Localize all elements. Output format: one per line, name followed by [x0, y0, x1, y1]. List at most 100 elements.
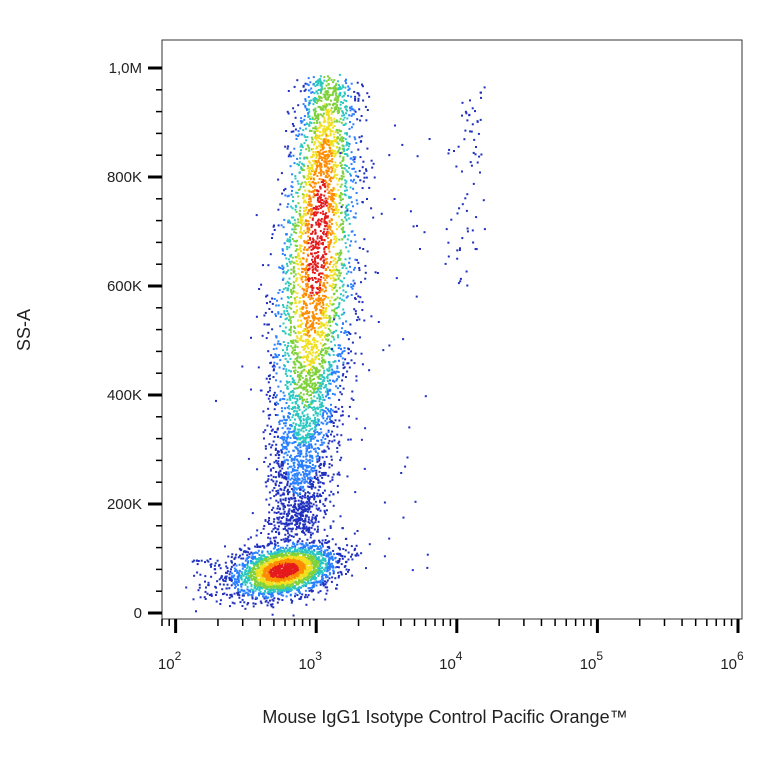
- event-dot: [332, 549, 335, 552]
- event-dot: [260, 593, 263, 595]
- event-dot: [312, 244, 314, 247]
- event-dot: [295, 245, 298, 247]
- event-dot: [328, 560, 330, 563]
- event-dot: [301, 506, 304, 509]
- event-dot: [275, 582, 278, 585]
- event-dot: [288, 581, 291, 584]
- event-dot: [328, 115, 331, 118]
- event-dot: [332, 353, 335, 356]
- event-dot: [321, 542, 323, 545]
- event-dot: [275, 560, 277, 563]
- event-dot: [250, 588, 253, 591]
- event-dot: [294, 332, 297, 335]
- event-dot: [304, 480, 307, 483]
- event-dot: [305, 425, 308, 428]
- event-dot: [289, 319, 292, 322]
- event-dot: [254, 589, 257, 592]
- event-dot: [222, 579, 225, 582]
- event-dot: [337, 546, 340, 549]
- event-dot: [351, 390, 354, 393]
- event-dot: [330, 124, 333, 127]
- event-dot: [205, 586, 207, 589]
- event-dot: [317, 319, 320, 322]
- event-dot: [304, 570, 306, 573]
- event-dot: [272, 348, 275, 351]
- event-dot: [224, 561, 227, 564]
- event-dot: [248, 589, 251, 592]
- event-dot: [323, 250, 326, 253]
- event-dot: [294, 455, 297, 458]
- event-dot: [311, 317, 314, 320]
- event-dot: [314, 264, 317, 267]
- event-dot: [320, 554, 323, 557]
- event-dot: [312, 103, 315, 106]
- event-dot: [308, 589, 311, 592]
- event-dot: [231, 553, 234, 556]
- event-dot: [314, 553, 317, 556]
- event-dot: [329, 329, 332, 332]
- event-dot: [297, 202, 300, 205]
- event-dot: [320, 173, 322, 176]
- event-dot: [235, 580, 238, 583]
- event-dot: [261, 577, 264, 580]
- event-dot: [299, 325, 302, 328]
- event-dot: [315, 312, 318, 315]
- event-dot: [309, 545, 312, 548]
- event-dot: [294, 487, 297, 490]
- event-dot: [323, 310, 326, 313]
- event-dot: [310, 486, 313, 489]
- event-dot: [331, 409, 334, 412]
- event-dot: [333, 410, 336, 413]
- event-dot: [284, 422, 287, 425]
- event-dot: [303, 398, 306, 401]
- event-dot: [332, 303, 335, 306]
- event-dot: [304, 340, 307, 343]
- event-dot: [329, 124, 332, 127]
- event-dot: [304, 551, 307, 554]
- event-dot: [309, 417, 311, 420]
- event-dot: [277, 427, 279, 430]
- event-dot: [324, 197, 327, 200]
- event-dot: [317, 393, 320, 396]
- event-dot: [305, 573, 308, 576]
- event-dot: [320, 309, 323, 312]
- event-dot: [294, 436, 297, 438]
- event-dot: [345, 186, 348, 189]
- event-dot: [305, 550, 308, 553]
- event-dot: [285, 584, 288, 587]
- event-dot: [307, 495, 309, 498]
- event-dot: [311, 315, 314, 318]
- event-dot: [353, 109, 356, 112]
- event-dot: [300, 236, 303, 239]
- event-dot: [264, 481, 267, 484]
- event-dot: [310, 566, 313, 569]
- event-dot: [293, 370, 295, 373]
- event-dot: [288, 490, 291, 493]
- event-dot: [365, 176, 368, 179]
- event-dot: [328, 420, 331, 423]
- event-dot: [316, 376, 319, 378]
- event-dot: [281, 476, 284, 479]
- event-dot: [293, 466, 296, 469]
- event-dot: [307, 444, 310, 447]
- event-dot: [313, 569, 316, 572]
- event-dot: [267, 590, 270, 593]
- event-dot: [291, 238, 294, 240]
- event-dot: [330, 256, 333, 259]
- event-dot: [311, 357, 314, 360]
- event-dot: [233, 574, 236, 577]
- event-dot: [278, 598, 281, 601]
- event-dot: [279, 494, 282, 497]
- event-dot: [287, 590, 290, 593]
- event-dot: [327, 247, 330, 250]
- event-dot: [320, 310, 323, 313]
- event-dot: [296, 404, 299, 407]
- event-dot: [308, 558, 311, 561]
- event-dot: [296, 573, 299, 576]
- event-dot: [331, 200, 334, 203]
- event-dot: [304, 105, 307, 107]
- event-dot: [315, 102, 318, 105]
- event-dot: [250, 551, 253, 554]
- event-dot: [329, 525, 332, 528]
- event-dot: [307, 108, 310, 111]
